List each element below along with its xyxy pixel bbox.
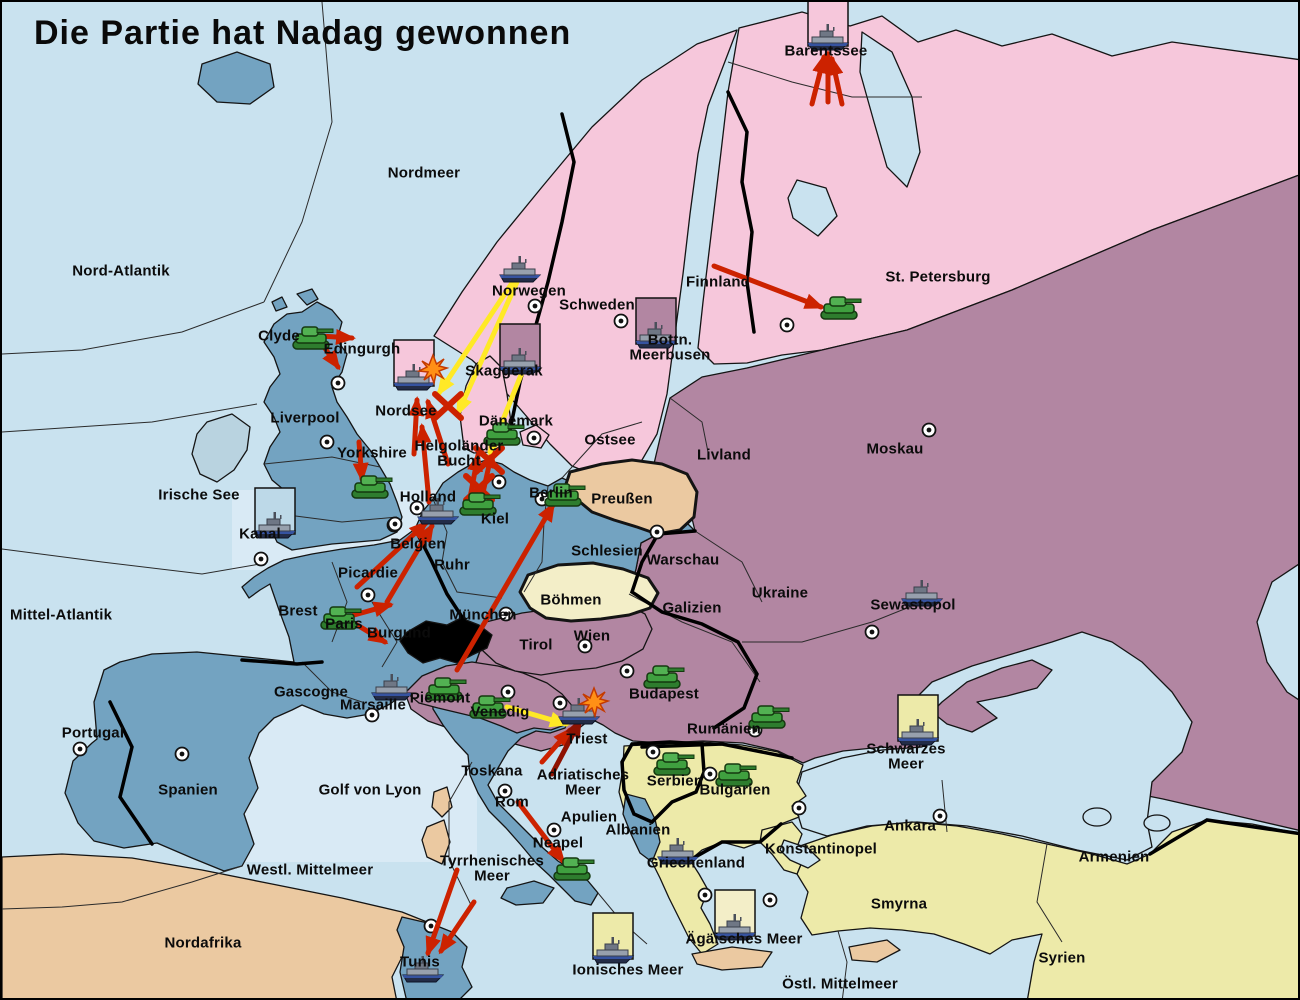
fleet-unit[interactable] xyxy=(417,497,459,525)
fleet-unit[interactable] xyxy=(402,955,444,983)
region-nordafrika xyxy=(2,853,433,998)
supply-center-dot xyxy=(779,317,795,333)
move-arrow-red xyxy=(351,620,389,645)
boundary-lines xyxy=(2,2,1063,998)
white-sea xyxy=(859,31,921,188)
army-unit[interactable] xyxy=(748,705,790,729)
supply-center-dot xyxy=(498,606,514,622)
supply-center-dot xyxy=(613,313,629,329)
fleet-unit[interactable] xyxy=(371,673,413,701)
isle-sardinien xyxy=(421,819,451,865)
units-layer xyxy=(254,23,943,983)
move-arrow-red xyxy=(425,867,460,957)
supply-center-dot xyxy=(546,822,562,838)
supply-center-dot xyxy=(174,746,190,762)
supply-center-dot xyxy=(762,892,778,908)
supply-center-dot xyxy=(387,516,403,532)
isle-korsika xyxy=(431,786,453,818)
supply-center-dot xyxy=(526,430,542,446)
supply-center-dot xyxy=(527,298,543,314)
supply-center-dot xyxy=(552,695,568,711)
lake-urmia xyxy=(1143,814,1171,832)
game-result-title: Die Partie hat Nadag gewonnen xyxy=(34,14,572,52)
supply-center-dot xyxy=(932,808,948,824)
move-arrow-darkred xyxy=(549,717,583,777)
supply-center-dot xyxy=(791,800,807,816)
supply-center-dot xyxy=(330,375,346,391)
supply-center-dot xyxy=(697,887,713,903)
supply-center-dot xyxy=(864,624,880,640)
move-arrow-red xyxy=(384,522,435,605)
move-arrow-red xyxy=(415,423,432,505)
move-arrow-red xyxy=(539,726,573,765)
lake-van xyxy=(1082,807,1112,827)
move-arrow-red xyxy=(515,799,566,865)
retreat-boxes-layer xyxy=(254,2,939,960)
move-arrow-yellow xyxy=(436,277,517,397)
marmara-sea xyxy=(779,839,821,869)
region-boehmen xyxy=(518,561,660,623)
supply-center-dot xyxy=(500,684,516,700)
move-arrow-red xyxy=(454,501,556,673)
army-unit[interactable] xyxy=(653,752,695,776)
move-arrow-red xyxy=(408,396,425,457)
army-unit[interactable] xyxy=(469,695,511,719)
move-arrow-red xyxy=(351,601,394,618)
army-unit[interactable] xyxy=(553,857,595,881)
move-arrow-yellow xyxy=(504,704,570,728)
army-unit[interactable] xyxy=(715,763,757,787)
failed-move-x xyxy=(435,394,461,418)
supply-center-dot xyxy=(702,766,718,782)
supply-center-dot xyxy=(645,744,661,760)
army-unit[interactable] xyxy=(643,665,685,689)
region-crimea xyxy=(931,659,1053,733)
move-arrow-red xyxy=(827,55,845,107)
army-unit[interactable] xyxy=(544,483,586,507)
supply-center-dot xyxy=(577,638,593,654)
caspian-sea xyxy=(1256,563,1298,701)
move-arrow-red xyxy=(809,53,828,107)
move-arrow-red xyxy=(467,451,483,501)
supply-centers-layer xyxy=(72,298,948,934)
lake-ladoga xyxy=(787,179,838,237)
supply-center-dot xyxy=(253,551,269,567)
national-borders xyxy=(108,90,1298,862)
move-arrow-red xyxy=(425,398,451,467)
region-turkey xyxy=(796,819,1298,998)
supply-center-dot xyxy=(649,524,665,540)
supply-center-dot xyxy=(319,434,335,450)
isle-orkney xyxy=(271,296,288,312)
fleet-unit[interactable] xyxy=(901,579,943,607)
move-arrow-red xyxy=(438,899,477,955)
army-unit[interactable] xyxy=(483,422,525,446)
move-arrow-red xyxy=(352,439,369,483)
move-arrow-yellow xyxy=(455,279,520,417)
supply-center-dot xyxy=(360,587,376,603)
move-arrow-red xyxy=(711,263,825,310)
fleet-unit[interactable] xyxy=(657,837,699,865)
isle-zypern xyxy=(848,939,901,963)
isle-hebrides xyxy=(296,288,319,306)
isle-kreta xyxy=(691,946,773,971)
supply-center-dot xyxy=(619,663,635,679)
move-arrow-red xyxy=(354,520,429,590)
army-unit[interactable] xyxy=(320,606,362,630)
army-unit[interactable] xyxy=(820,296,862,320)
supply-center-dot xyxy=(921,422,937,438)
army-unit[interactable] xyxy=(425,677,467,701)
supply-center-dot xyxy=(497,783,513,799)
orders-arrows-layer xyxy=(317,50,845,957)
region-iceland xyxy=(197,51,275,105)
army-unit[interactable] xyxy=(351,475,393,499)
region-sicily xyxy=(500,880,555,906)
supply-center-dot xyxy=(364,707,380,723)
supply-center-dot xyxy=(72,741,88,757)
region-ireland xyxy=(191,413,251,483)
fleet-unit[interactable] xyxy=(499,255,541,283)
